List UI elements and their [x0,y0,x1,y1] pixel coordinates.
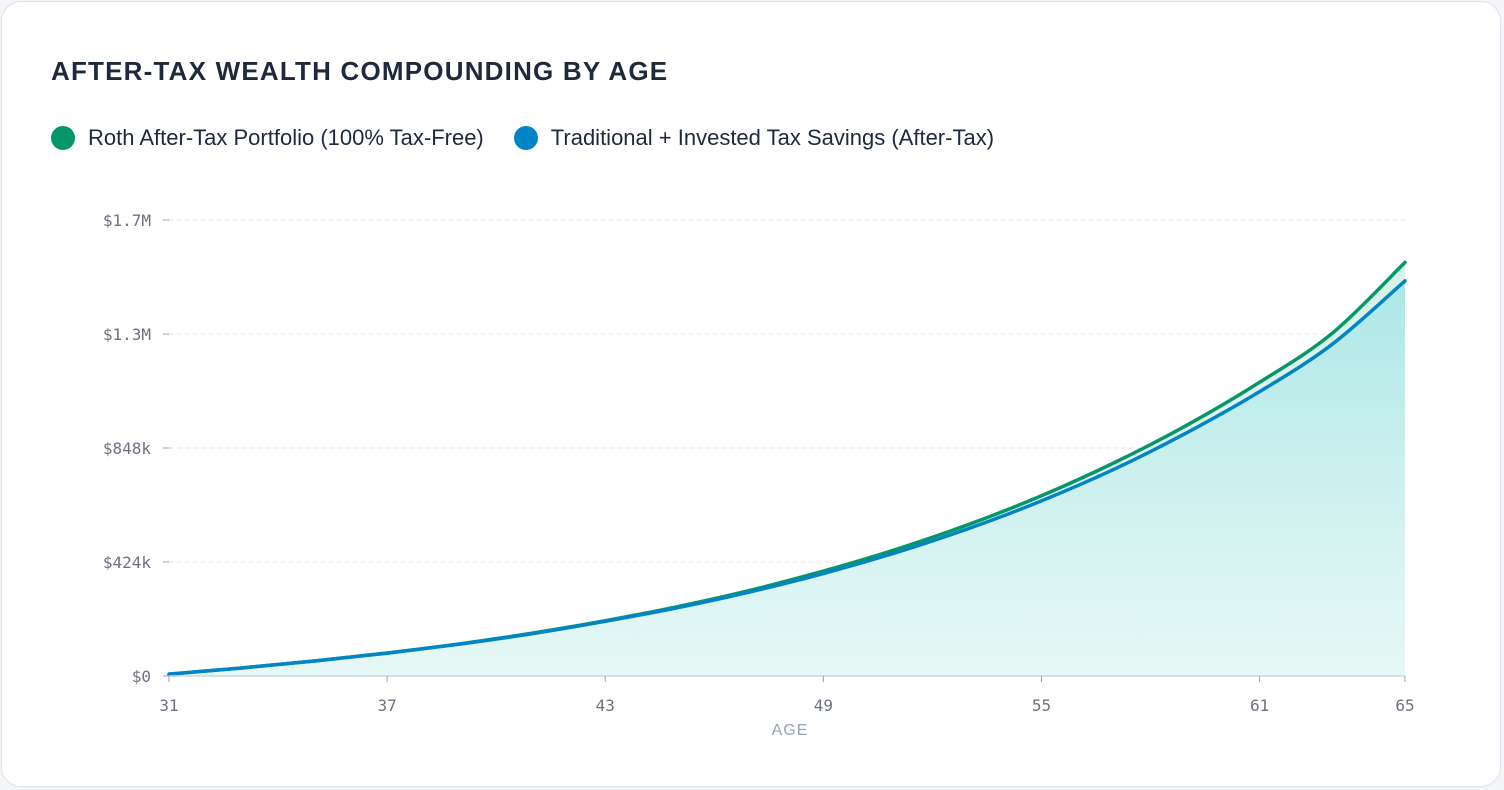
x-tick-label: 37 [377,696,396,715]
x-tick-label: 61 [1250,696,1269,715]
x-axis-title: AGE [772,722,809,739]
legend-marker-roth [51,126,75,150]
legend-label-roth: Roth After-Tax Portfolio (100% Tax-Free) [88,125,484,150]
legend-item-roth[interactable]: Roth After-Tax Portfolio (100% Tax-Free) [51,125,484,151]
x-tick-label: 65 [1395,696,1414,715]
x-tick-label: 43 [596,696,615,715]
traditional-series-line[interactable] [167,279,1407,676]
chart-title: AFTER-TAX WEALTH COMPOUNDING BY AGE [51,56,669,86]
y-tick-label: $1.3M [103,325,151,344]
legend-marker-traditional [513,126,538,150]
x-tick-label: 31 [159,696,178,715]
x-tick-label: 55 [1032,696,1051,715]
chart-legend: Roth After-Tax Portfolio (100% Tax-Free)… [51,125,1024,151]
legend-item-traditional[interactable]: Traditional + Invested Tax Savings (Afte… [513,125,995,151]
x-tick-label: 49 [814,696,833,715]
y-tick-label: $848k [103,439,152,458]
y-tick-label: $0 [132,667,151,686]
legend-label-traditional: Traditional + Invested Tax Savings (Afte… [550,125,995,150]
y-tick-label: $424k [103,553,152,572]
y-tick-label: $1.7M [103,211,151,230]
traditional-area [169,280,1405,676]
